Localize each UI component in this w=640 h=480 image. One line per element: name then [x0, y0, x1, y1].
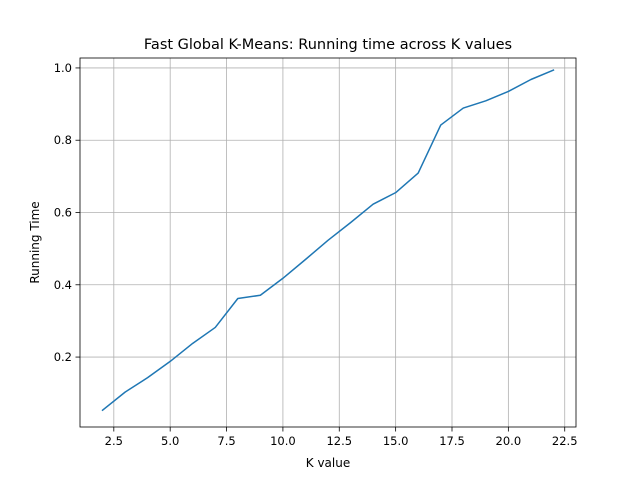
x-tick-label: 15.0	[383, 434, 409, 448]
y-tick-label: 0.8	[54, 133, 72, 147]
y-tick-label: 0.6	[54, 206, 72, 220]
x-tick-label: 10.0	[270, 434, 296, 448]
x-tick-label: 2.5	[105, 434, 123, 448]
x-tick-label: 7.5	[217, 434, 235, 448]
x-tick-label: 20.0	[496, 434, 522, 448]
plot-frame	[79, 57, 577, 428]
series-layer	[101, 69, 555, 412]
axis-ticks: 2.5 5.0 7.5 10.0 12.5 15.0 17.5 20.0 22.5 0.2 0.4 0…	[54, 61, 578, 448]
x-tick-label: 12.5	[326, 434, 352, 448]
y-tick-label: 1.0	[54, 61, 72, 75]
chart-title: Fast Global K-Means: Running time across…	[144, 37, 512, 53]
x-axis-label: K value	[306, 456, 350, 470]
y-tick-label: 0.4	[54, 278, 72, 292]
grid	[80, 58, 576, 427]
y-axis-label: Running Time	[28, 201, 42, 283]
x-tick-label: 17.5	[439, 434, 465, 448]
y-tick-label: 0.2	[54, 350, 72, 364]
x-tick-label: 5.0	[161, 434, 179, 448]
series-line	[101, 69, 555, 412]
x-tick-label: 22.5	[552, 434, 578, 448]
